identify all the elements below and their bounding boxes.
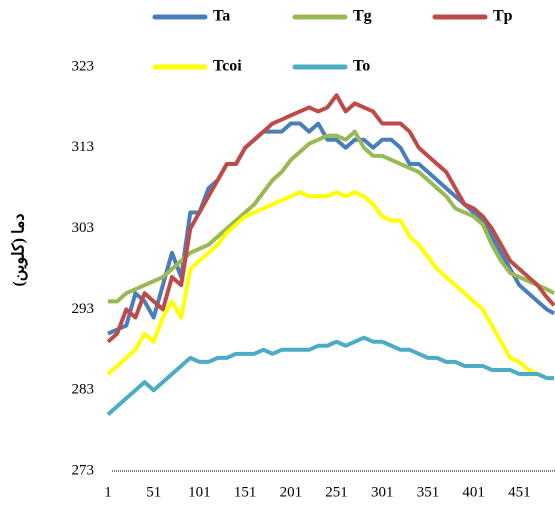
- legend-label: Tg: [353, 8, 372, 25]
- series-line: [106, 190, 555, 381]
- series-line: [106, 93, 555, 344]
- legend-label: Tcoi: [213, 58, 242, 75]
- x-tick-label: 301: [371, 484, 394, 500]
- legend-label: Tp: [493, 8, 513, 25]
- y-tick-label: 293: [72, 301, 95, 317]
- x-tick-label: 1: [104, 484, 112, 500]
- x-tick-label: 151: [234, 484, 257, 500]
- x-tick-label: 201: [280, 484, 303, 500]
- x-tick-label: 351: [417, 484, 440, 500]
- y-tick-label: 323: [72, 58, 95, 74]
- y-tick-label: 273: [72, 462, 95, 478]
- legend-label: To: [353, 58, 370, 75]
- y-axis-label: دما (کلوین): [11, 213, 29, 286]
- x-tick-label: 451: [508, 484, 531, 500]
- x-tick-label: 51: [146, 484, 161, 500]
- series-line: [106, 335, 555, 416]
- x-tick-label: 101: [188, 484, 211, 500]
- legend-label: Ta: [213, 8, 230, 25]
- series-line: [107, 121, 555, 336]
- series-line: [108, 129, 555, 304]
- y-tick-label: 303: [72, 220, 95, 236]
- y-tick-label: 313: [72, 139, 95, 155]
- y-tick-label: 283: [72, 382, 95, 398]
- x-tick-label: 251: [325, 484, 348, 500]
- x-tick-label: 401: [462, 484, 485, 500]
